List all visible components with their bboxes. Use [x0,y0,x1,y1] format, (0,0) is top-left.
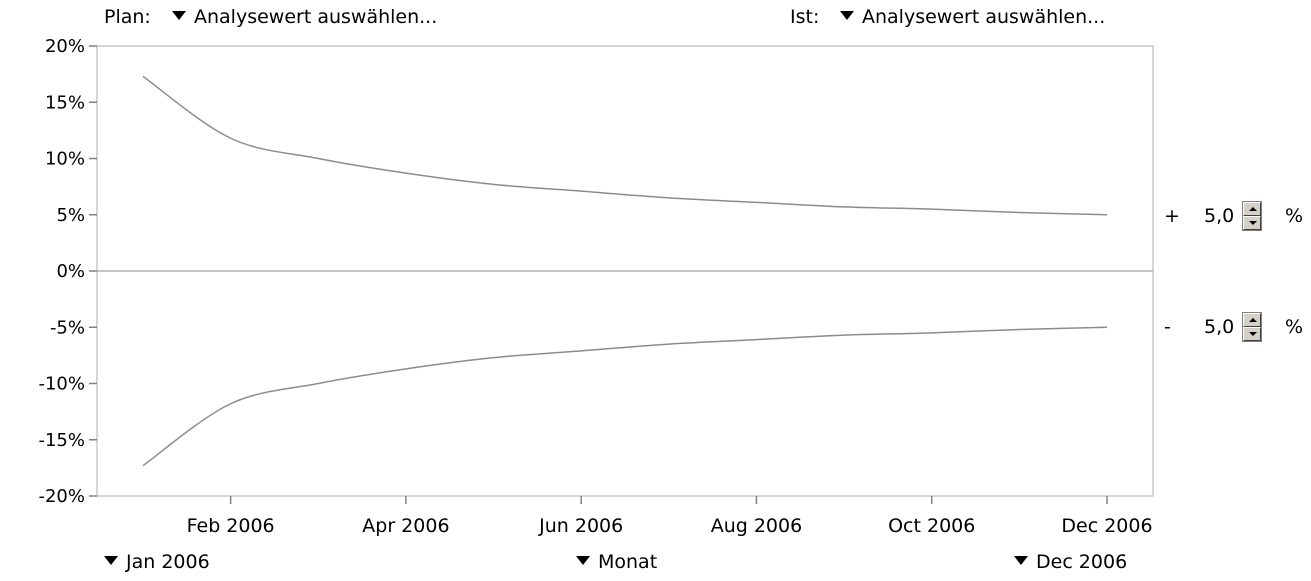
end-period-dropdown[interactable]: Dec 2006 [1014,551,1127,573]
x-tick-label: Apr 2006 [362,515,449,537]
lower-tolerance-value[interactable]: 5,0 [1204,316,1235,338]
lower-tolerance-spinner[interactable] [1242,312,1262,342]
dropdown-triangle-icon [172,11,186,20]
y-tick-label: -5% [50,317,85,338]
x-tick-label: Dec 2006 [1061,515,1152,537]
y-tick-label: -10% [38,374,85,395]
lower-tolerance-unit: % [1285,316,1304,338]
ist-analysis-dropdown[interactable]: Analysewert auswählen... [840,6,1105,28]
y-tick-label: -20% [38,486,85,507]
interval-dropdown[interactable]: Monat [576,551,657,573]
plan-label: Plan: [104,6,151,28]
ist-dropdown-value: Analysewert auswählen... [862,6,1106,28]
dropdown-triangle-icon [104,556,118,565]
x-tick-label: Feb 2006 [187,515,275,537]
lower-tolerance-line [142,326,1108,467]
upper-tolerance-line [142,75,1108,216]
spin-down-icon[interactable] [1243,216,1261,230]
spin-up-icon[interactable] [1243,313,1261,327]
x-tick-label: Jun 2006 [538,515,623,537]
plan-analysis-dropdown[interactable]: Analysewert auswählen... [172,6,437,28]
y-tick-label: 5% [56,205,85,226]
spin-up-icon[interactable] [1243,202,1261,216]
y-tick-label: -15% [38,430,85,451]
start-period-value: Jan 2006 [126,551,210,573]
x-tick-label: Aug 2006 [711,515,803,537]
start-period-dropdown[interactable]: Jan 2006 [104,551,210,573]
dropdown-triangle-icon [1014,556,1028,565]
upper-tolerance-sign: + [1164,205,1180,227]
lower-tolerance-sign: - [1164,316,1171,338]
interval-value: Monat [598,551,658,573]
ist-label: Ist: [790,6,820,28]
dropdown-triangle-icon [840,11,854,20]
y-tick-label: 10% [45,149,85,170]
y-tick-label: 15% [45,92,85,113]
dropdown-triangle-icon [576,556,590,565]
y-tick-label: 0% [56,261,85,282]
x-tick-label: Oct 2006 [888,515,975,537]
plan-dropdown-value: Analysewert auswählen... [194,6,438,28]
upper-tolerance-spinner[interactable] [1242,201,1262,231]
upper-tolerance-unit: % [1285,205,1304,227]
spin-down-icon[interactable] [1243,327,1261,341]
end-period-value: Dec 2006 [1036,551,1128,573]
y-tick-label: 20% [45,36,85,57]
upper-tolerance-value[interactable]: 5,0 [1204,205,1235,227]
